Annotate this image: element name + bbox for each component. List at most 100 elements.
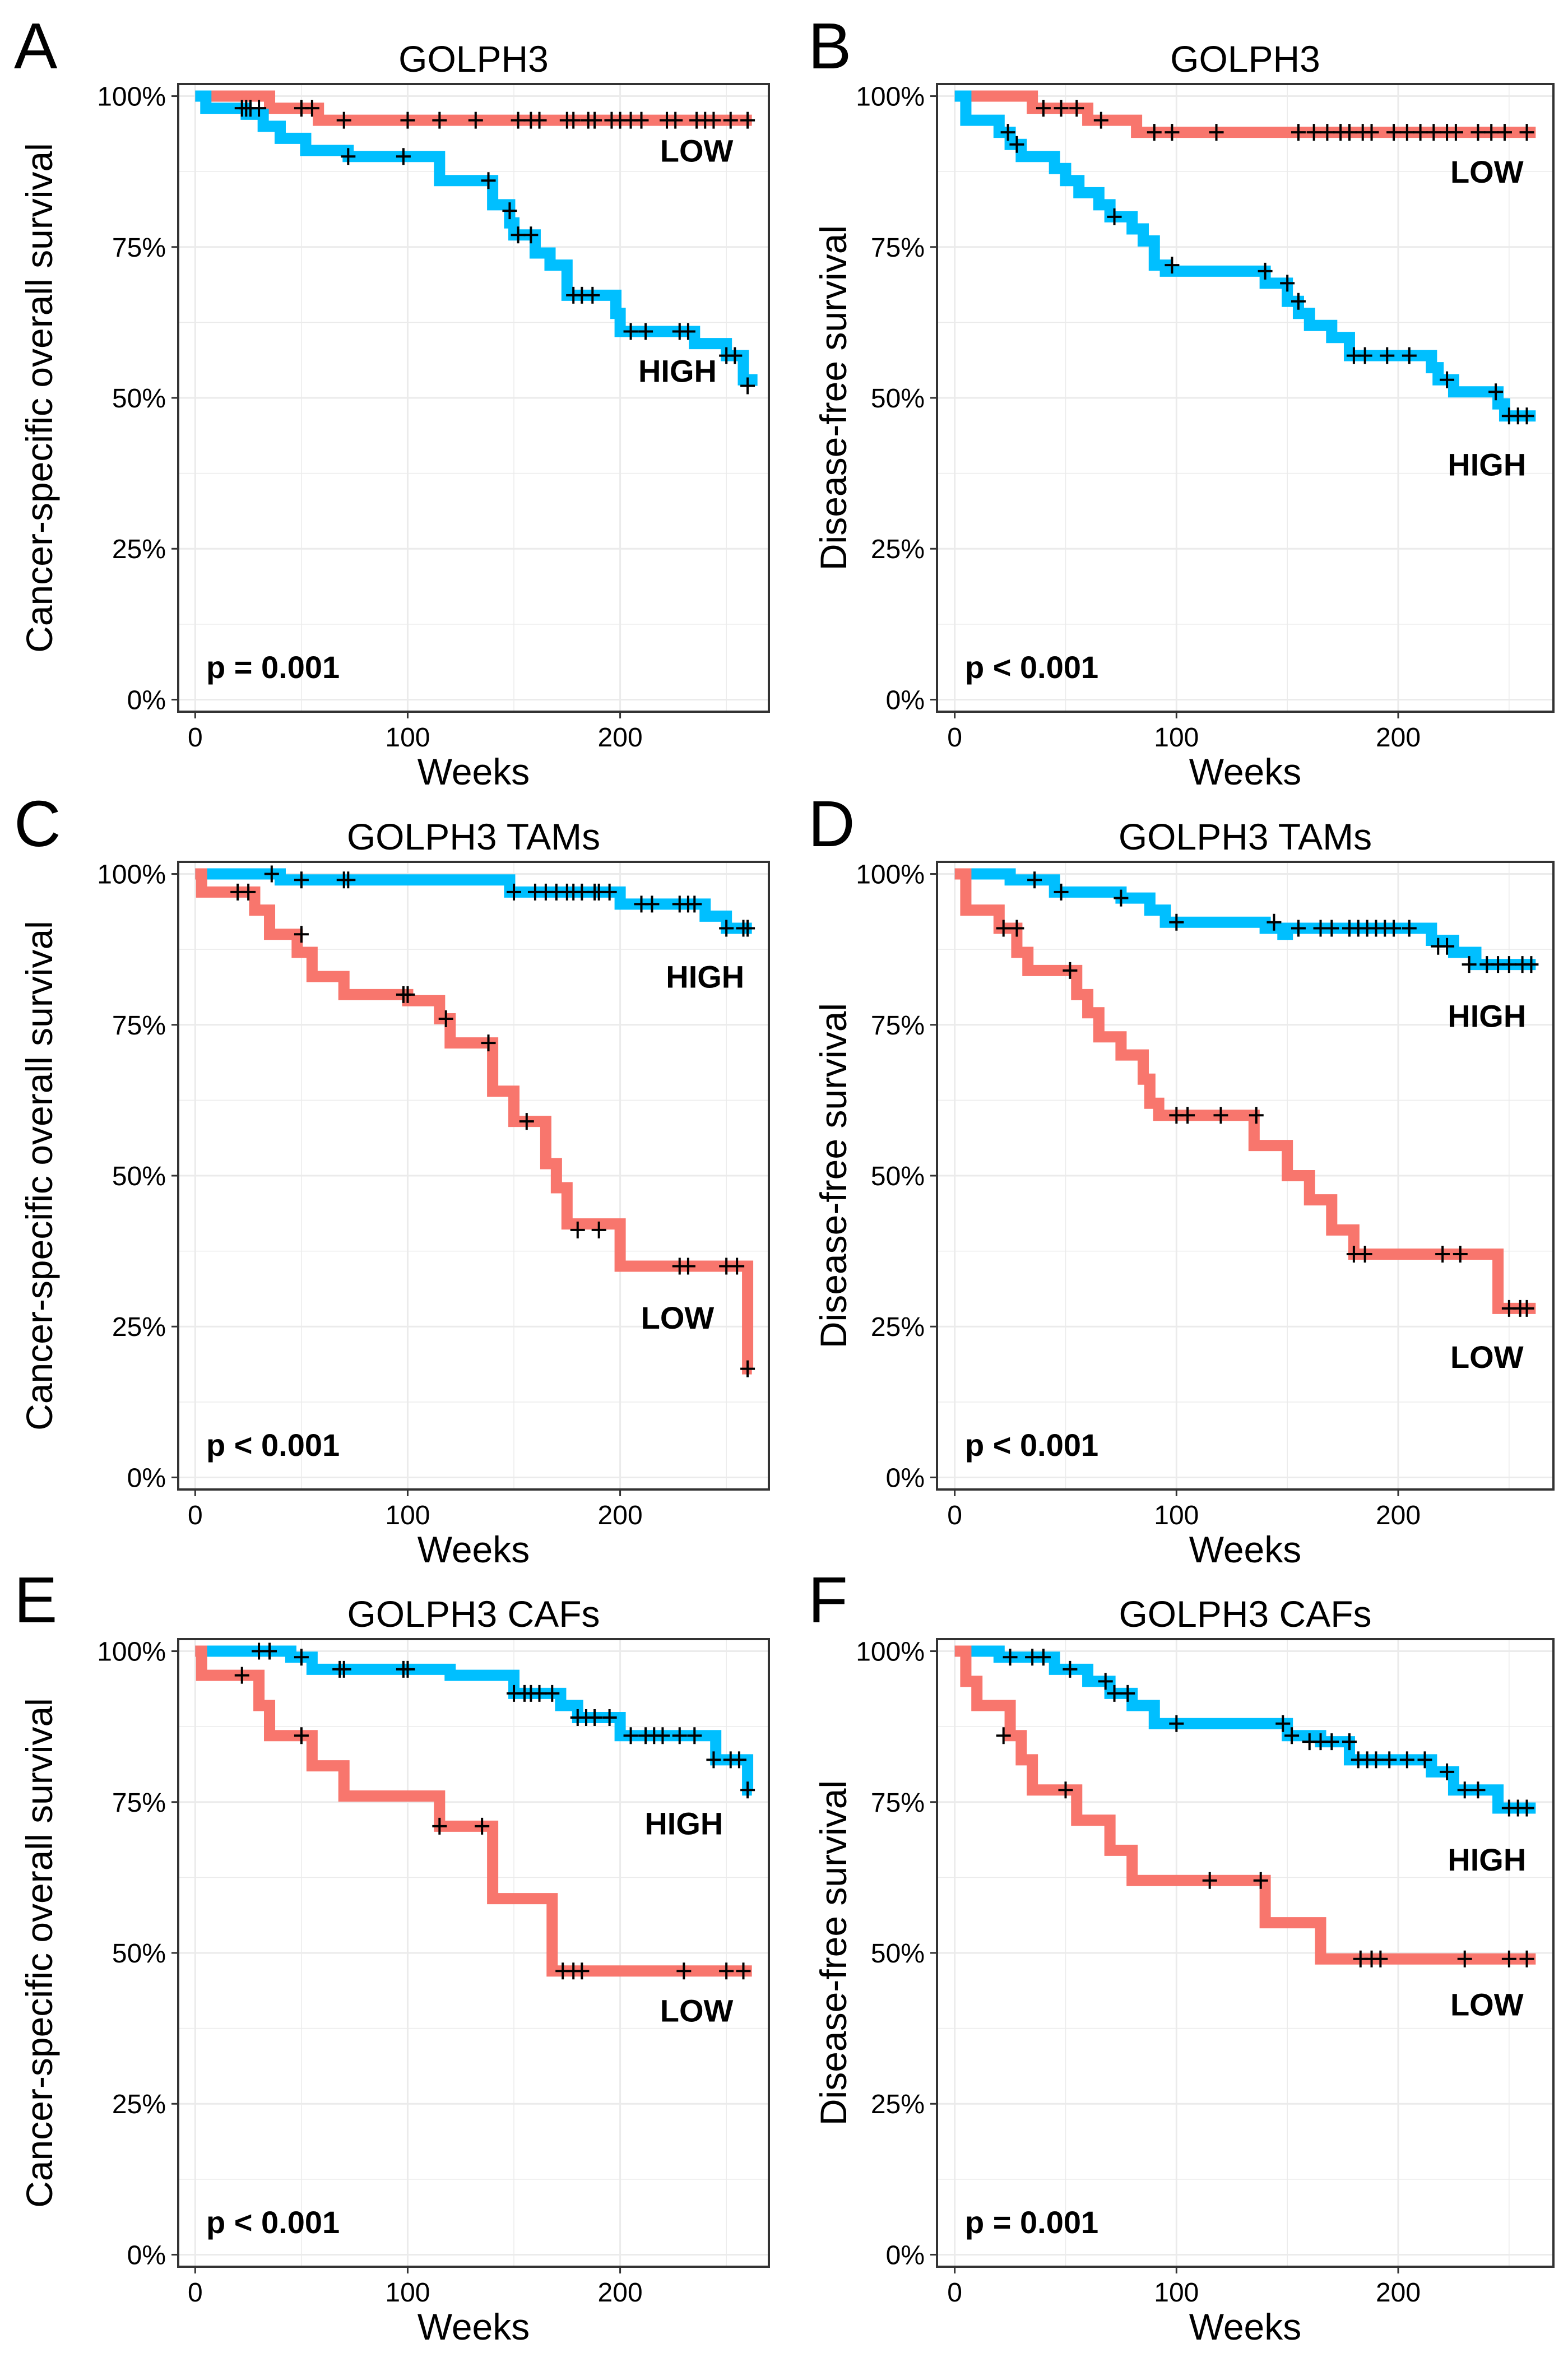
censor-mark	[1063, 962, 1078, 979]
censor-mark	[1457, 1950, 1472, 1967]
x-tick-label: 0	[188, 1501, 203, 1530]
censor-mark	[1169, 913, 1184, 931]
censor-mark	[1426, 124, 1441, 141]
censor-mark	[1114, 889, 1129, 907]
censor-mark	[740, 920, 755, 937]
y-tick-label: 0%	[886, 1463, 925, 1493]
panel-e: 0% 25% 50% 75% 100% 0 100 200 HIGH LOW p < 0.001 GO…	[14, 1563, 770, 2347]
panel-d: 0% 25% 50% 75% 100% 0 100 200 HIGH LOW p < 0.001 GO…	[808, 787, 1555, 1570]
censor-mark	[1165, 124, 1180, 141]
censor-mark	[294, 1727, 309, 1744]
y-tick-label: 25%	[871, 2090, 925, 2119]
censor-mark	[668, 112, 683, 129]
censor-mark	[1009, 920, 1024, 937]
censor-mark	[502, 202, 517, 220]
y-axis-label: Cancer-specific overall survival	[18, 921, 60, 1431]
censor-mark	[1368, 1751, 1384, 1769]
censor-mark	[1003, 1649, 1018, 1666]
y-tick-label: 75%	[112, 1788, 166, 1818]
y-tick-label: 50%	[871, 1162, 925, 1191]
censor-mark	[1284, 1727, 1300, 1744]
series-label-low: LOW	[1450, 1987, 1524, 2022]
y-axis-label: Disease-free survival	[813, 1780, 854, 2126]
censor-mark	[336, 112, 351, 129]
censor-mark	[587, 1709, 602, 1726]
panel-b: 0% 25% 50% 75% 100% 0 100 200 LOW HIGH p < 0.001 GO…	[808, 10, 1555, 792]
censor-mark	[468, 112, 483, 129]
censor-mark	[1054, 883, 1069, 901]
censor-mark	[438, 1010, 453, 1027]
censor-mark	[400, 1660, 415, 1678]
x-axis-label: Weeks	[1189, 2306, 1302, 2347]
censor-mark	[1267, 913, 1282, 931]
censor-mark	[602, 1709, 617, 1726]
censor-mark	[719, 920, 734, 937]
censor-mark	[432, 112, 447, 129]
x-axis-label: Weeks	[1189, 751, 1302, 792]
censor-mark	[1180, 1107, 1195, 1124]
censor-mark	[1497, 124, 1512, 141]
y-tick-label: 100%	[97, 1637, 166, 1667]
x-tick-label: 0	[188, 2278, 203, 2308]
y-tick-label: 0%	[886, 685, 925, 715]
survival-curve-low	[195, 1645, 752, 1977]
y-axis-label: Cancer-specific overall survival	[18, 1698, 60, 2208]
censor-mark	[591, 1221, 606, 1238]
censor-mark	[1275, 1715, 1291, 1732]
panel-letter: A	[14, 10, 58, 82]
censor-mark	[1382, 1751, 1397, 1769]
censor-mark	[1386, 920, 1402, 937]
x-tick-label: 200	[1376, 2278, 1421, 2308]
x-tick-label: 0	[947, 1501, 962, 1530]
censor-mark	[1107, 208, 1122, 225]
censor-mark	[566, 112, 581, 129]
survival-curve-high	[195, 1645, 754, 1796]
censor-mark	[1320, 124, 1335, 141]
censor-mark	[1501, 956, 1516, 973]
censor-mark	[1519, 1950, 1534, 1967]
panel-letter: B	[808, 10, 851, 82]
censor-mark	[1107, 1685, 1122, 1702]
censor-mark	[1253, 1872, 1268, 1889]
censor-mark	[1364, 124, 1379, 141]
censor-mark	[680, 323, 695, 340]
censor-mark	[523, 226, 539, 244]
x-tick-label: 200	[598, 2278, 643, 2308]
series-label-high: HIGH	[1448, 1842, 1526, 1877]
x-axis-label: Weeks	[417, 751, 530, 792]
y-axis-label: Disease-free survival	[813, 1003, 854, 1348]
censor-mark	[723, 112, 738, 129]
survival-curve-low	[195, 90, 752, 126]
censor-mark	[1169, 1715, 1184, 1732]
plot-border	[177, 1638, 770, 2268]
censor-mark	[574, 1962, 590, 1980]
x-tick-label: 100	[385, 2278, 430, 2308]
x-tick-label: 100	[385, 723, 430, 753]
censor-mark	[1519, 1300, 1534, 1317]
censor-mark	[644, 895, 660, 913]
x-tick-label: 200	[598, 1501, 643, 1530]
censor-mark	[1470, 1781, 1486, 1799]
censor-mark	[1036, 1649, 1051, 1666]
censor-mark	[740, 1360, 755, 1377]
series-label-high: HIGH	[644, 1806, 723, 1841]
censor-mark	[1448, 124, 1463, 141]
y-tick-label: 0%	[127, 685, 166, 715]
y-tick-label: 25%	[112, 2090, 166, 2119]
censor-mark	[1258, 262, 1273, 280]
y-tick-label: 50%	[112, 1939, 166, 1969]
censor-mark	[1413, 124, 1428, 141]
censor-mark	[574, 883, 590, 901]
censor-mark	[262, 1642, 277, 1660]
censor-mark	[1069, 100, 1084, 117]
censor-mark	[1402, 920, 1417, 937]
censor-mark	[1519, 124, 1534, 141]
censor-mark	[1342, 124, 1357, 141]
censor-mark	[432, 1817, 447, 1835]
y-tick-label: 0%	[127, 1463, 166, 1493]
x-tick-label: 100	[385, 1501, 430, 1530]
x-tick-label: 100	[1154, 1501, 1199, 1530]
p-value: p < 0.001	[206, 1427, 340, 1463]
y-tick-label: 50%	[871, 384, 925, 414]
